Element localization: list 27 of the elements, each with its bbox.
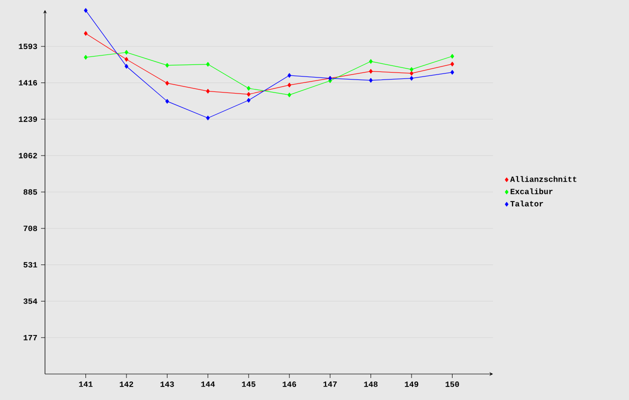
point <box>410 71 414 76</box>
point <box>450 62 454 66</box>
point <box>206 62 210 67</box>
point <box>84 54 88 60</box>
point <box>165 63 169 68</box>
point <box>124 64 128 69</box>
point <box>84 8 88 13</box>
point <box>288 82 292 88</box>
point <box>288 73 292 78</box>
point <box>369 68 373 74</box>
point <box>450 70 454 75</box>
point <box>246 86 250 91</box>
point <box>410 67 414 72</box>
point <box>84 31 88 36</box>
point <box>288 92 292 98</box>
point <box>124 50 128 55</box>
point <box>206 88 210 94</box>
point <box>165 80 169 86</box>
point <box>369 59 373 64</box>
point <box>369 78 373 83</box>
point <box>165 99 169 104</box>
point <box>124 57 128 62</box>
point <box>246 92 250 97</box>
point <box>246 98 250 103</box>
point <box>206 116 210 120</box>
point <box>450 54 454 59</box>
point <box>410 76 414 81</box>
